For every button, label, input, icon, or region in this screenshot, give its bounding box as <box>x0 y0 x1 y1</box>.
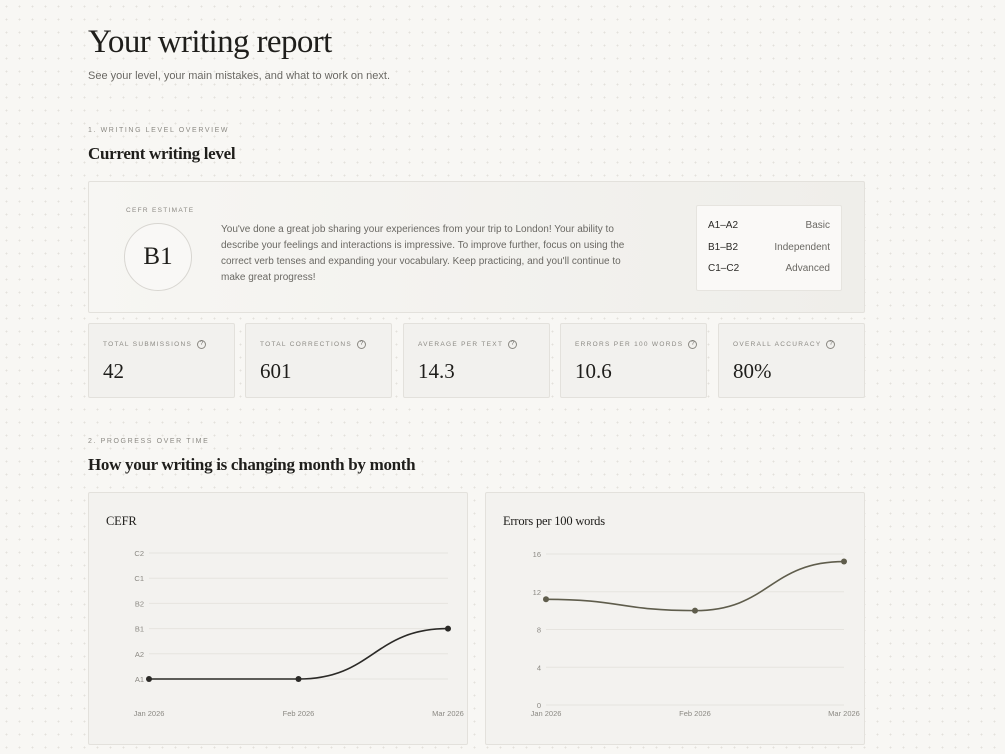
data-point <box>841 558 847 565</box>
cefr-line-chart: A1 A2 B1 B2 C1 C2 Jan 2026 Feb 2026 Mar 2026 <box>134 549 464 718</box>
stat-value: 601 <box>260 359 292 383</box>
y-tick-label: C2 <box>134 549 144 558</box>
y-tick-label: 8 <box>537 626 541 635</box>
stat-label: AVERAGE PER TEXT <box>418 341 504 348</box>
y-tick-label: A1 <box>135 675 144 684</box>
stat-value: 42 <box>103 359 124 383</box>
stat-card-errors-per-100: ERRORS PER 100 WORDS? 10.6 <box>560 323 707 398</box>
band-row: A1–A2 Basic <box>708 220 830 242</box>
section-title-level: Current writing level <box>88 144 236 163</box>
stat-value: 14.3 <box>418 359 455 383</box>
errors-line-chart: 0 4 8 12 16 Jan 2026 Feb 2026 Mar 2026 <box>531 550 860 718</box>
page-subtitle: See your level, your main mistakes, and … <box>88 70 391 82</box>
band-name: Basic <box>805 220 830 231</box>
y-tick-label: B2 <box>135 599 144 608</box>
help-icon[interactable]: ? <box>357 340 367 349</box>
x-tick-label: Jan 2026 <box>531 709 562 718</box>
chart-title: Errors per 100 words <box>503 514 605 528</box>
stat-label: TOTAL SUBMISSIONS <box>103 341 193 348</box>
y-tick-label: A2 <box>135 650 144 659</box>
level-card: CEFR ESTIMATE B1 You've done a great job… <box>88 181 865 313</box>
band-name: Independent <box>774 241 830 253</box>
band-range: C1–C2 <box>708 263 740 274</box>
stat-label: TOTAL CORRECTIONS <box>260 341 353 348</box>
y-tick-label: 16 <box>533 550 541 559</box>
y-tick-label: B1 <box>135 625 144 634</box>
data-point <box>146 676 152 682</box>
y-tick-label: 12 <box>533 588 541 597</box>
stat-card-overall-accuracy: OVERALL ACCURACY? 80% <box>718 323 865 398</box>
band-row: C1–C2 Advanced <box>708 263 830 285</box>
x-tick-label: Feb 2026 <box>679 709 711 718</box>
section-eyebrow-overview: 1. WRITING LEVEL OVERVIEW <box>88 127 230 134</box>
band-row: B1–B2 Independent <box>708 242 830 264</box>
help-icon[interactable]: ? <box>508 340 518 349</box>
data-point <box>543 596 549 603</box>
y-tick-label: 4 <box>537 663 541 672</box>
help-icon[interactable]: ? <box>826 340 836 349</box>
band-name: Advanced <box>785 263 830 274</box>
stat-card-total-submissions: TOTAL SUBMISSIONS? 42 <box>88 323 235 398</box>
cefr-band-legend: A1–A2 Basic B1–B2 Independent C1–C2 Adva… <box>696 205 842 291</box>
stat-card-average-per-text: AVERAGE PER TEXT? 14.3 <box>403 323 550 398</box>
band-range: A1–A2 <box>708 220 739 231</box>
section-eyebrow-progress: 2. PROGRESS OVER TIME <box>88 438 210 445</box>
level-feedback: You've done a great job sharing your exp… <box>221 224 625 283</box>
data-point <box>445 625 451 632</box>
band-range: B1–B2 <box>708 241 739 253</box>
data-point <box>692 607 698 614</box>
help-icon[interactable]: ? <box>688 340 698 349</box>
cefr-level-badge: B1 <box>124 223 192 291</box>
x-tick-label: Jan 2026 <box>134 709 165 718</box>
stat-value: 80% <box>733 359 772 383</box>
section-title-progress: How your writing is changing month by mo… <box>88 455 416 474</box>
stat-label: OVERALL ACCURACY <box>733 341 822 348</box>
chart-title: CEFR <box>106 514 137 528</box>
data-point <box>295 676 302 682</box>
x-tick-label: Mar 2026 <box>828 709 860 718</box>
stat-card-total-corrections: TOTAL CORRECTIONS? 601 <box>245 323 392 398</box>
x-tick-label: Feb 2026 <box>283 709 315 718</box>
series-line <box>545 560 845 612</box>
page-title: Your writing report <box>88 24 332 60</box>
cefr-chart-card: CEFR A1 A2 B1 B2 C1 C2 Jan 2026 Feb 2026 Mar 202… <box>88 492 468 745</box>
errors-chart-card: Errors per 100 words 0 4 8 12 16 Jan 2026 Feb … <box>485 492 865 745</box>
y-tick-label: 0 <box>537 701 541 710</box>
y-tick-label: C1 <box>134 574 144 583</box>
stat-value: 10.6 <box>575 359 612 383</box>
stat-label: ERRORS PER 100 WORDS <box>575 341 684 348</box>
cefr-estimate-label: CEFR ESTIMATE <box>126 207 195 214</box>
x-tick-label: Mar 2026 <box>432 709 464 718</box>
help-icon[interactable]: ? <box>197 340 207 349</box>
